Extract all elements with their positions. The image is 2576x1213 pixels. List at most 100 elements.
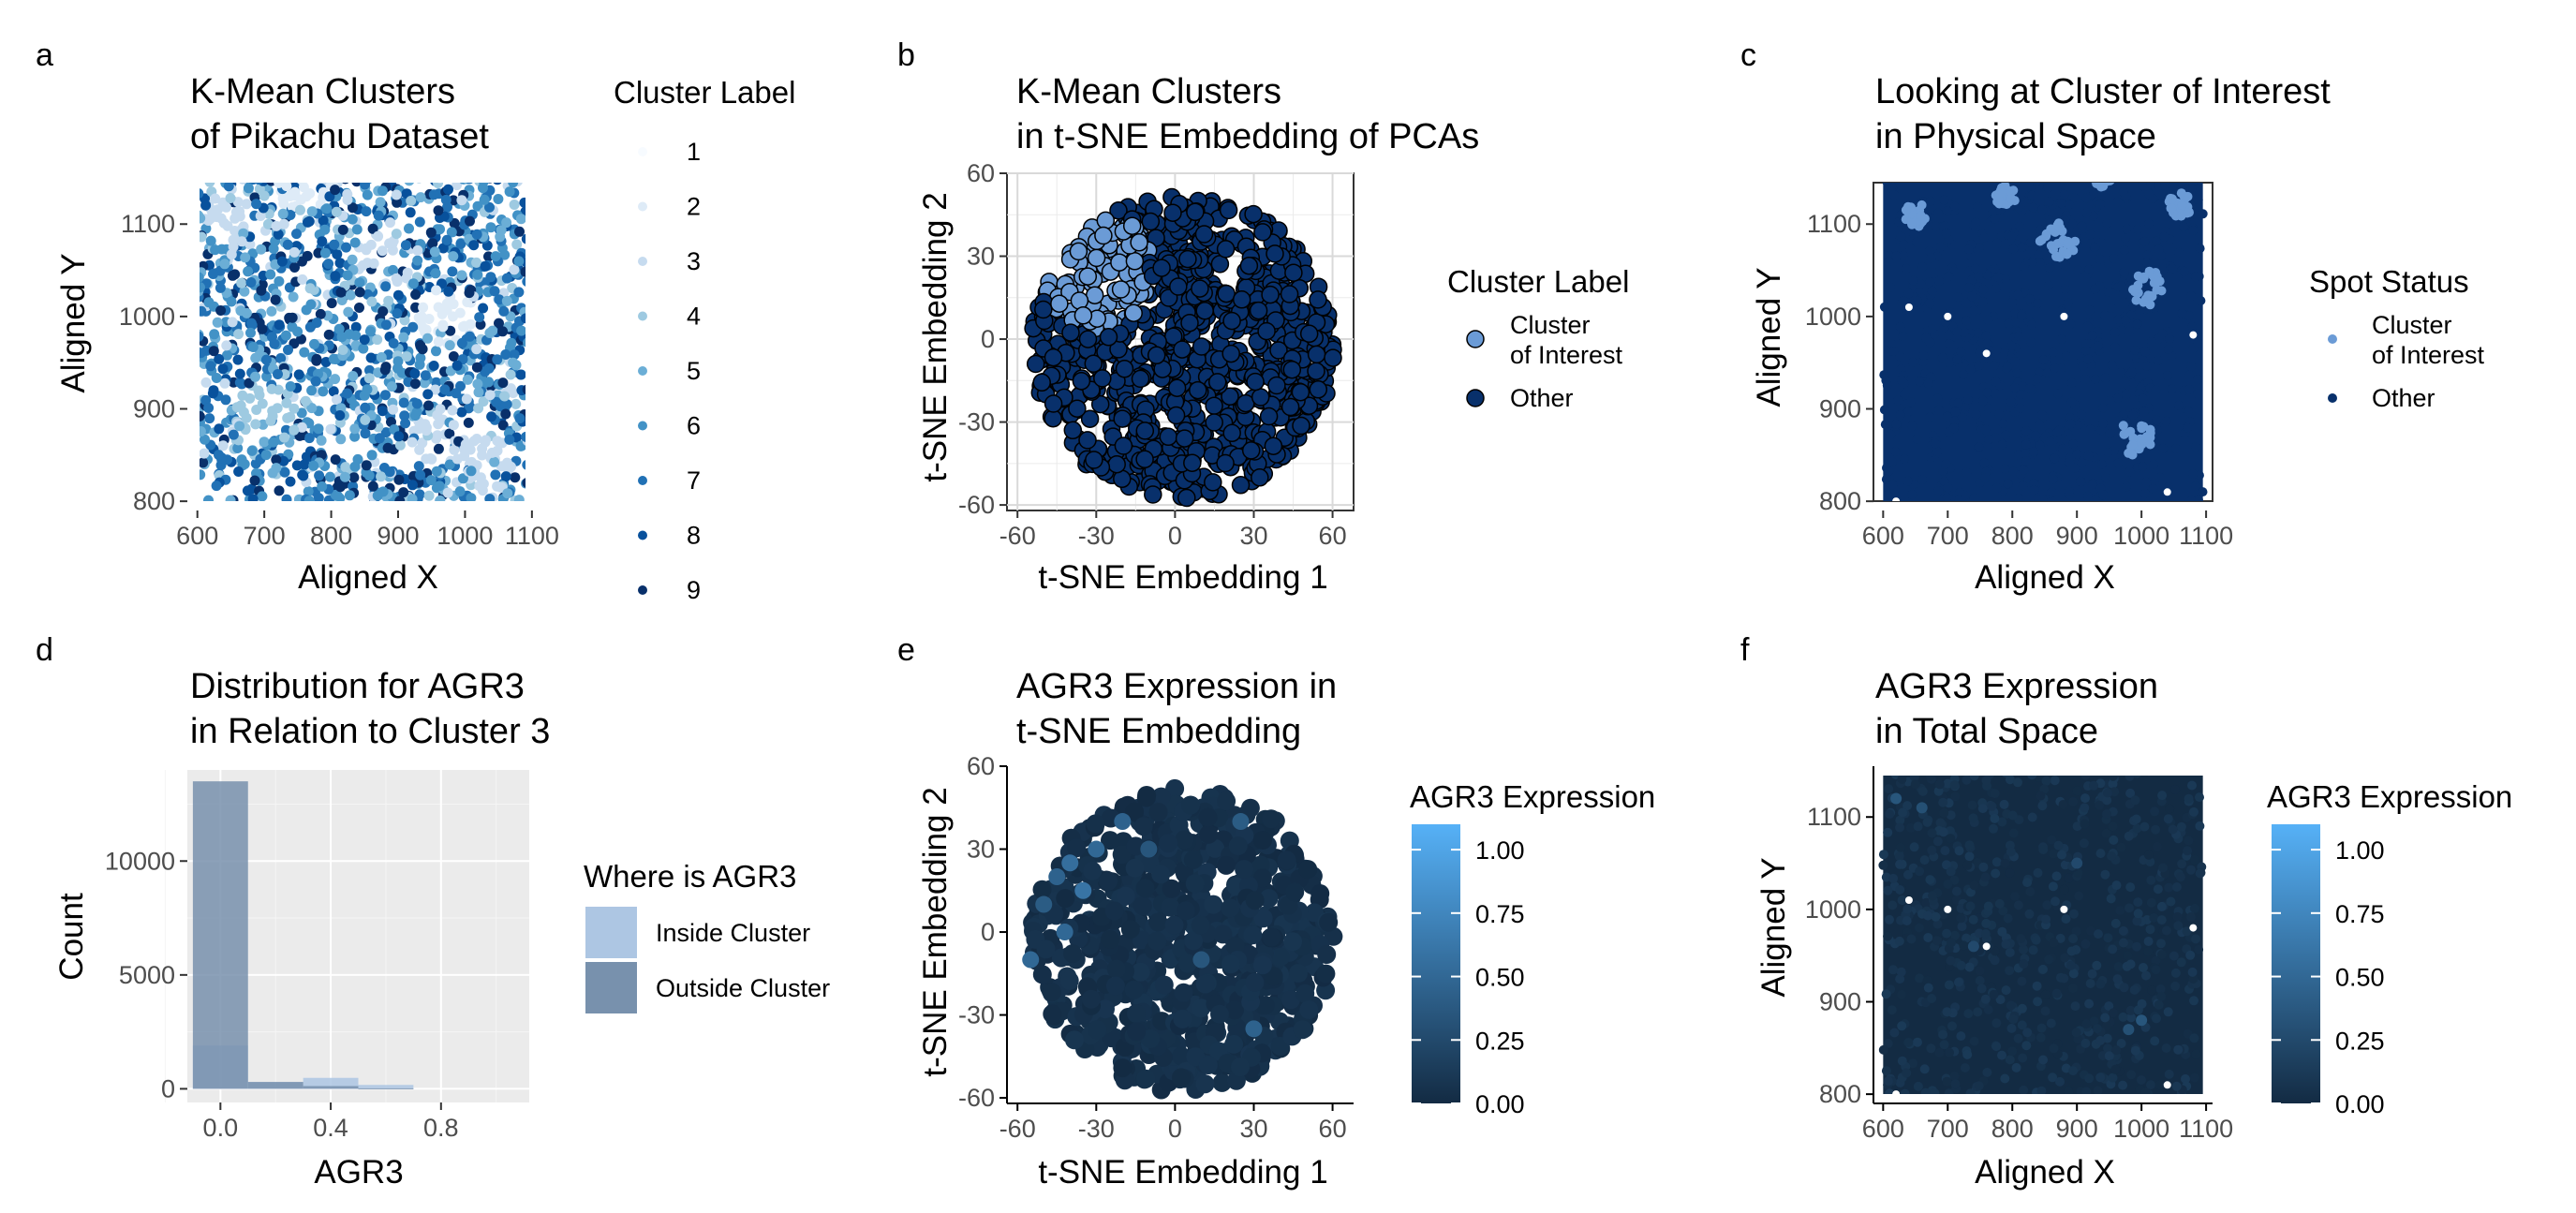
panel-f-point <box>1889 1028 1900 1038</box>
panel-f-point <box>2011 1062 2021 1072</box>
panel-a-point <box>515 369 526 380</box>
panel-a-point <box>499 391 511 402</box>
panel-b-point <box>1183 453 1202 472</box>
panel-f-point <box>2084 1073 2095 1084</box>
panel-f-point <box>2060 953 2070 963</box>
panel-a-point <box>522 276 526 287</box>
panel-c-interest-point <box>2102 166 2111 175</box>
panel-a-point <box>232 354 244 365</box>
panel-c-interest-point <box>2100 173 2110 183</box>
panel-c-point <box>2024 383 2035 393</box>
panel-c-point <box>1931 221 1941 231</box>
panel-b-point <box>1299 324 1319 344</box>
panel-f-point <box>2123 951 2133 960</box>
panel-a-point <box>211 373 222 383</box>
panel-c-point <box>1977 297 1988 307</box>
panel-c-ylabel: Aligned Y <box>1751 267 1787 407</box>
panel-a-point <box>385 217 395 229</box>
panel-a-point <box>236 236 247 247</box>
panel-f-point <box>2017 976 2027 986</box>
panel-f-point <box>2132 941 2141 952</box>
panel-c-point <box>1933 208 1943 218</box>
panel-c-point <box>1969 305 1979 316</box>
panel-c-point <box>2198 209 2208 219</box>
panel-a-point <box>423 400 434 411</box>
panel-f-point <box>1956 1031 1966 1042</box>
panel-c-interest-point <box>1917 200 1927 210</box>
panel-c-point <box>1888 190 1899 200</box>
panel-a-point <box>476 479 487 490</box>
panel-a-point <box>200 188 204 199</box>
panel-a-point <box>250 419 261 430</box>
panel-e-x-tick-label: 60 <box>1319 1115 1347 1143</box>
panel-a-point <box>299 347 310 358</box>
panel-c-point <box>1886 429 1896 439</box>
panel-f-point <box>2013 1033 2023 1043</box>
panel-c-point <box>1953 398 1963 408</box>
panel-a-point <box>275 353 287 363</box>
panel-a-point <box>510 472 521 483</box>
panel-c-point <box>2089 189 2098 200</box>
panel-f-point <box>2094 929 2103 939</box>
panel-c-point <box>1971 217 1981 228</box>
panel-a-y-tick-label: 1100 <box>121 210 175 238</box>
panel-c-point <box>1934 405 1944 415</box>
panel-c-point <box>1963 283 1974 292</box>
panel-b-ylabel: t-SNE Embedding 2 <box>917 192 954 481</box>
panel-a-ylabel: Aligned Y <box>55 253 92 392</box>
panel-a-point <box>266 305 277 317</box>
panel-a-point <box>449 217 460 229</box>
panel-c-point <box>2193 375 2203 384</box>
panel-a-legend-label: 6 <box>687 412 701 440</box>
panel-c-point <box>2159 231 2169 242</box>
panel-a-point <box>247 494 259 501</box>
panel-f-point <box>2071 1028 2081 1038</box>
panel-f-point <box>2185 950 2196 960</box>
panel-a-point <box>297 274 308 285</box>
panel-c-points <box>1879 166 2208 501</box>
panel-f-point <box>1938 827 1948 837</box>
panel-b-point <box>1186 202 1205 222</box>
panel-e-point <box>1262 927 1281 947</box>
panel-d-bar-outside <box>303 1086 359 1089</box>
panel-f-point <box>2161 1043 2171 1053</box>
panel-c-point <box>2142 250 2153 260</box>
panel-a-point <box>433 205 444 216</box>
panel-c-point <box>1982 388 1992 397</box>
panel-f-point <box>1913 1081 1923 1091</box>
panel-f-point <box>2111 1045 2122 1056</box>
panel-c-point <box>2191 481 2201 491</box>
panel-b-x-tick-label: 60 <box>1319 522 1347 550</box>
panel-f-point <box>2080 793 2090 804</box>
panel-f-point <box>2110 1064 2121 1074</box>
panel-f-point <box>1978 862 1989 872</box>
panel-f-point <box>1940 846 1950 856</box>
panel-a-x-tick-label: 800 <box>310 522 352 550</box>
panel-f-point <box>1897 1056 1907 1066</box>
panel-f-point <box>1923 933 1933 942</box>
panel-f-point <box>1946 810 1956 821</box>
panel-c-interest-point <box>2070 236 2080 246</box>
panel-f-point <box>2124 776 2135 781</box>
panel-a-point <box>407 436 418 448</box>
panel-a-point <box>265 269 276 280</box>
panel-a-point <box>500 408 511 420</box>
panel-c-point <box>2032 374 2042 384</box>
panel-d-xlabel: AGR3 <box>314 1154 403 1191</box>
panel-c-title-line1: Looking at Cluster of Interest <box>1875 72 2331 111</box>
panel-a-point <box>378 306 389 317</box>
panel-a-point <box>430 268 441 279</box>
panel-f-point <box>2137 999 2147 1009</box>
panel-c-point <box>1958 412 1967 422</box>
panel-f-point <box>2067 984 2078 994</box>
panel-c-xlabel: Aligned X <box>1975 559 2115 596</box>
panel-c-point <box>2157 329 2168 339</box>
panel-c-point <box>2033 298 2043 308</box>
panel-a-point <box>208 269 218 279</box>
panel-c-point <box>1952 327 1962 337</box>
panel-c-point <box>2128 410 2139 421</box>
panel-c-interest-point <box>2098 183 2109 191</box>
panel-c-point <box>2003 479 2013 489</box>
panel-a-point <box>268 436 279 448</box>
panel-f-point <box>1896 842 1905 852</box>
